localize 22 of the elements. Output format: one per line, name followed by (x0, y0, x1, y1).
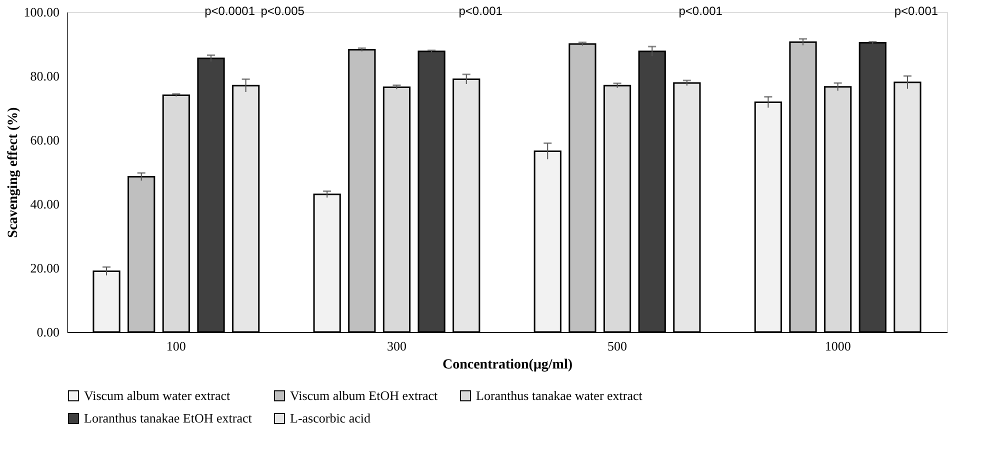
x-tick-label: 500 (608, 338, 628, 354)
legend-label: Loranthus tanakae water extract (476, 388, 643, 403)
legend-label: Viscum album EtOH extract (290, 388, 438, 403)
x-tick-label: 300 (386, 338, 406, 354)
annotation: p<0.001 (678, 4, 723, 18)
y-tick-label: 20.00 (30, 260, 60, 276)
y-tick-label: 0.00 (36, 324, 60, 340)
annotation: p<0.001 (458, 4, 503, 18)
legend-label: L-ascorbic acid (290, 410, 371, 426)
y-axis-title: Scavenging effect (%) (6, 106, 21, 238)
y-tick-label: 40.00 (30, 196, 60, 212)
x-tick-label: 1000 (824, 338, 851, 354)
x-tick-label: 100 (166, 338, 186, 354)
annotation: p<0.0001 (204, 4, 256, 18)
legend-label: Loranthus tanakae EtOH extract (84, 410, 252, 426)
y-tick-label: 100.00 (24, 4, 60, 20)
x-axis-title: Concentration(μg/ml) (442, 358, 573, 372)
legend-label: Viscum album water extract (84, 388, 231, 403)
annotation: p<0.001 (894, 4, 938, 18)
y-tick-label: 60.00 (30, 132, 60, 148)
annotation: p<0.005 (260, 4, 305, 18)
y-tick-label: 80.00 (30, 68, 60, 84)
